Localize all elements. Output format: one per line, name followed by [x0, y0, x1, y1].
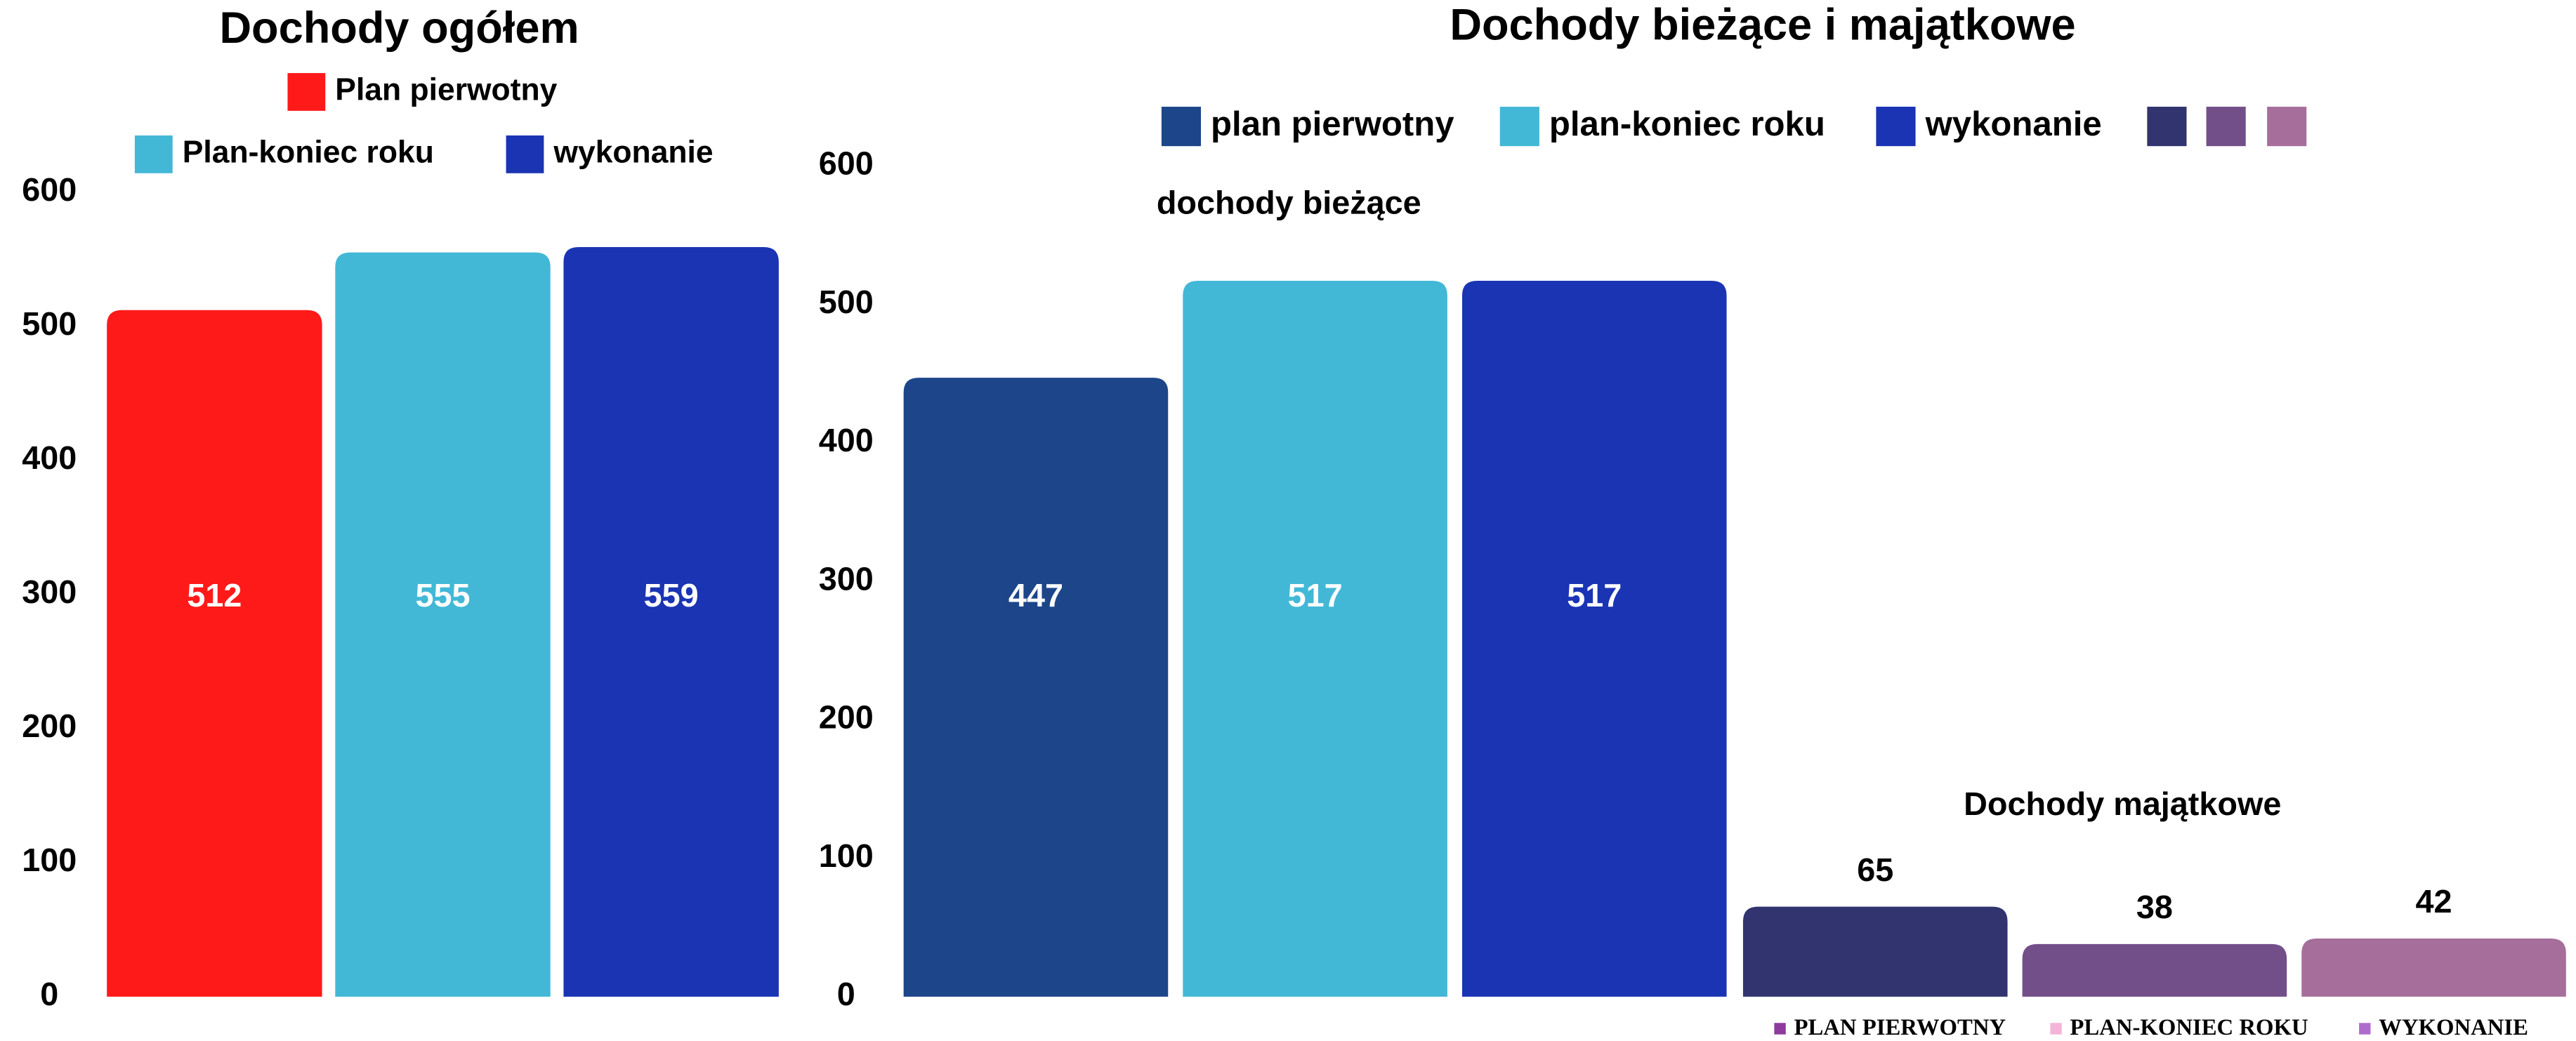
bar: [1461, 280, 1727, 997]
y-tick-label: 0: [837, 976, 855, 1012]
legend-label: Plan-koniec roku: [183, 135, 434, 170]
value-label: 512: [187, 577, 242, 614]
y-tick-label: 200: [22, 708, 77, 744]
legend-swatch: [2359, 1023, 2371, 1035]
legend-label: plan-koniec roku: [1549, 105, 1825, 143]
legend-swatch: [134, 135, 173, 173]
chart-title: Dochody ogółem: [219, 4, 579, 53]
legend-swatch: [1499, 107, 1539, 147]
value-label: 42: [2416, 883, 2452, 920]
value-label: 559: [644, 577, 699, 614]
legend-label: wykonanie: [553, 135, 713, 170]
y-tick-label: 400: [22, 439, 77, 476]
value-label: 517: [1567, 577, 1622, 614]
bar: [335, 252, 551, 997]
value-label: 517: [1288, 577, 1343, 614]
y-tick-label: 300: [819, 560, 874, 597]
y-tick-label: 100: [22, 842, 77, 878]
bar: [563, 246, 779, 997]
legend-swatch: [1161, 107, 1202, 147]
legend-swatch: [2050, 1023, 2062, 1035]
legend-label: PLAN-KONIEC ROKU: [2070, 1015, 2308, 1040]
value-label: 555: [416, 577, 471, 614]
bar: [1742, 906, 2008, 997]
bar: [2301, 938, 2566, 997]
legend-swatch: [287, 73, 326, 111]
legend-swatch: [1876, 107, 1916, 147]
y-tick-label: 100: [819, 837, 874, 874]
bar: [1183, 280, 1447, 997]
y-tick-label: 600: [22, 171, 77, 208]
value-label: 447: [1008, 577, 1063, 614]
y-tick-label: 200: [819, 699, 874, 736]
y-tick-label: 400: [819, 422, 874, 458]
legend-swatch: [2267, 107, 2307, 147]
category-label: dochody bieżące: [1157, 185, 1421, 221]
bar: [107, 310, 322, 997]
legend-swatch: [2147, 107, 2187, 147]
legend-label: wykonanie: [1925, 105, 2102, 143]
y-tick-label: 500: [819, 284, 874, 320]
legend-label: WYKONANIE: [2379, 1015, 2528, 1040]
y-tick-label: 500: [22, 305, 77, 342]
y-tick-label: 0: [40, 976, 58, 1012]
legend-label: Plan pierwotny: [335, 73, 557, 107]
y-tick-label: 300: [22, 573, 77, 610]
legend-swatch: [2206, 107, 2246, 147]
chart-title: Dochody bieżące i majątkowe: [1450, 0, 2075, 49]
legend-swatch: [1774, 1023, 1786, 1035]
value-label: 38: [2136, 889, 2173, 925]
value-label: 65: [1857, 851, 1893, 888]
bar: [2022, 943, 2287, 997]
y-tick-label: 600: [819, 145, 874, 182]
legend-label: plan pierwotny: [1211, 105, 1454, 143]
bar: [903, 378, 1169, 997]
category-label: Dochody majątkowe: [1964, 785, 2281, 822]
legend-label: PLAN PIERWOTNY: [1794, 1015, 2006, 1040]
legend-swatch: [506, 135, 544, 173]
